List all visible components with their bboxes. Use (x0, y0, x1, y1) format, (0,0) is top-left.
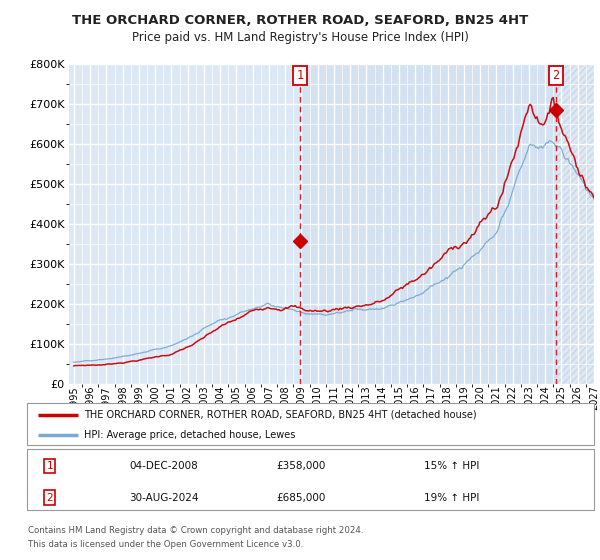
Text: £358,000: £358,000 (277, 461, 326, 471)
Bar (300, 64, 556, 384)
Text: 30-AUG-2024: 30-AUG-2024 (129, 492, 199, 502)
Text: 2: 2 (46, 492, 53, 502)
Text: 19% ↑ HPI: 19% ↑ HPI (424, 492, 479, 502)
FancyBboxPatch shape (27, 403, 594, 445)
Text: 1: 1 (296, 69, 304, 82)
Text: 2: 2 (553, 69, 560, 82)
Bar (556, 64, 594, 384)
Text: THE ORCHARD CORNER, ROTHER ROAD, SEAFORD, BN25 4HT: THE ORCHARD CORNER, ROTHER ROAD, SEAFORD… (72, 14, 528, 27)
FancyBboxPatch shape (27, 449, 594, 510)
Text: 15% ↑ HPI: 15% ↑ HPI (424, 461, 479, 471)
Text: Price paid vs. HM Land Registry's House Price Index (HPI): Price paid vs. HM Land Registry's House … (131, 31, 469, 44)
Text: HPI: Average price, detached house, Lewes: HPI: Average price, detached house, Lewe… (83, 430, 295, 440)
Text: 1: 1 (46, 461, 53, 471)
Text: THE ORCHARD CORNER, ROTHER ROAD, SEAFORD, BN25 4HT (detached house): THE ORCHARD CORNER, ROTHER ROAD, SEAFORD… (83, 410, 476, 420)
Text: Contains HM Land Registry data © Crown copyright and database right 2024.: Contains HM Land Registry data © Crown c… (28, 526, 364, 535)
Bar (556, 64, 594, 384)
Text: £685,000: £685,000 (277, 492, 326, 502)
Text: This data is licensed under the Open Government Licence v3.0.: This data is licensed under the Open Gov… (28, 540, 304, 549)
Text: 04-DEC-2008: 04-DEC-2008 (129, 461, 198, 471)
